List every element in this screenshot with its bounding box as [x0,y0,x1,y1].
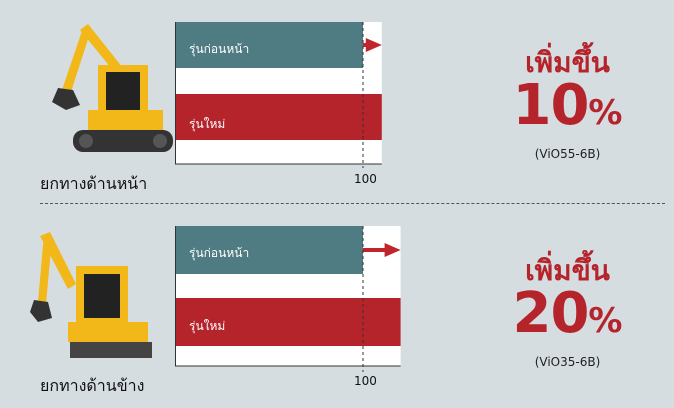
bar-old [175,226,363,274]
increase-label: เพิ่มขึ้น [525,46,610,79]
bar-old [175,22,363,68]
increase-value: 10 [512,73,589,138]
increase-arrow-head [365,38,382,52]
percent-sign: % [588,301,623,341]
bar-label-old: รุ่นก่อนหน้า [189,42,250,56]
tick-label-100: 100 [354,172,377,186]
increase-label: เพิ่มขึ้น [525,254,610,287]
bar-label-old: รุ่นก่อนหน้า [189,246,250,260]
chart-side-svg [175,226,401,372]
chart-front: รุ่นก่อนหน้า รุ่นใหม่ 100 [175,0,465,204]
chart-side: รุ่นก่อนหน้า รุ่นใหม่ 100 [175,204,465,408]
dashed-divider [40,203,665,204]
model-name: (ViO55-6B) [534,147,601,161]
panel-front-lift: ยกทางด้านหน้า รุ่นก่อนหน้า รุ่นใหม่ 100 … [40,0,635,204]
result-front: เพิ่มขึ้น 10% (ViO55-6B) [500,46,635,162]
excavator-illustration [52,24,173,152]
model-name: (ViO35-6B) [534,355,601,369]
percent-sign: % [588,93,623,133]
bar-label-new: รุ่นใหม่ [189,319,226,333]
caption-front: ยกทางด้านหน้า [40,174,148,193]
increase-percent: 20% [500,286,635,349]
bar-label-new: รุ่นใหม่ [189,117,226,131]
bar-new [175,94,382,140]
caption-side: ยกทางด้านข้าง [40,376,145,395]
tick-label-100: 100 [354,374,377,388]
panel-side-lift: ยกทางด้านข้าง รุ่นก่อนหน้า รุ่นใหม่ 100 … [0,204,674,408]
excavator-illustration [30,232,152,358]
result-side: เพิ่มขึ้น 20% (ViO35-6B) [500,254,635,370]
chart-front-svg [175,22,382,168]
increase-value: 20 [512,281,589,346]
increase-arrow-head [384,243,401,257]
increase-percent: 10% [500,78,635,141]
